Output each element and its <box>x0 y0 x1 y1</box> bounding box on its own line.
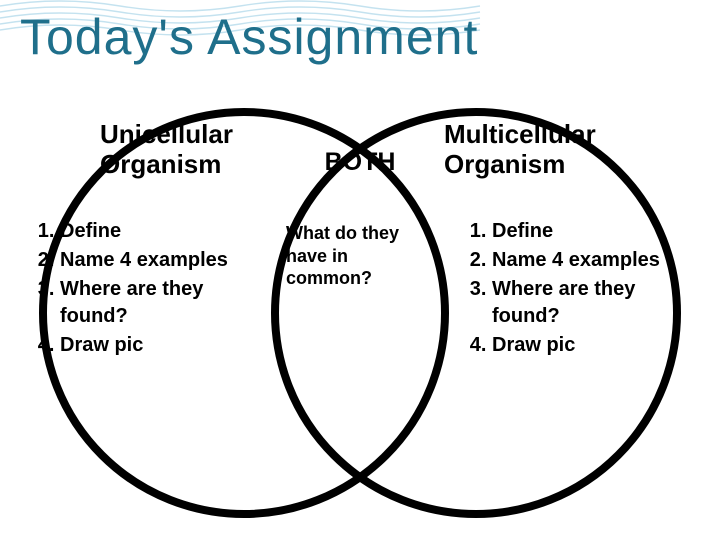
list-item: Draw pic <box>60 332 269 359</box>
list-item: Define <box>492 218 701 245</box>
right-list-ol: Define Name 4 examples Where are they fo… <box>466 218 701 359</box>
list-item: Name 4 examples <box>60 247 269 274</box>
right-heading: Multicellular Organism <box>444 120 664 180</box>
list-item: Name 4 examples <box>492 247 701 274</box>
venn-diagram: Unicellular Organism BOTH Multicellular … <box>14 98 706 530</box>
list-item: Where are they found? <box>60 276 269 330</box>
list-item: Define <box>60 218 269 245</box>
right-heading-line1: Multicellular <box>444 120 664 150</box>
left-list-ol: Define Name 4 examples Where are they fo… <box>34 218 269 359</box>
left-list: Define Name 4 examples Where are they fo… <box>34 218 269 361</box>
left-heading-line2: Organism <box>100 150 290 180</box>
left-heading: Unicellular Organism <box>100 120 290 180</box>
center-question: What do they have in common? <box>286 222 436 290</box>
right-heading-line2: Organism <box>444 150 664 180</box>
right-list: Define Name 4 examples Where are they fo… <box>466 218 701 361</box>
list-item: Draw pic <box>492 332 701 359</box>
center-label: BOTH <box>310 148 410 177</box>
list-item: Where are they found? <box>492 276 701 330</box>
slide-title: Today's Assignment <box>20 8 478 66</box>
left-heading-line1: Unicellular <box>100 120 290 150</box>
